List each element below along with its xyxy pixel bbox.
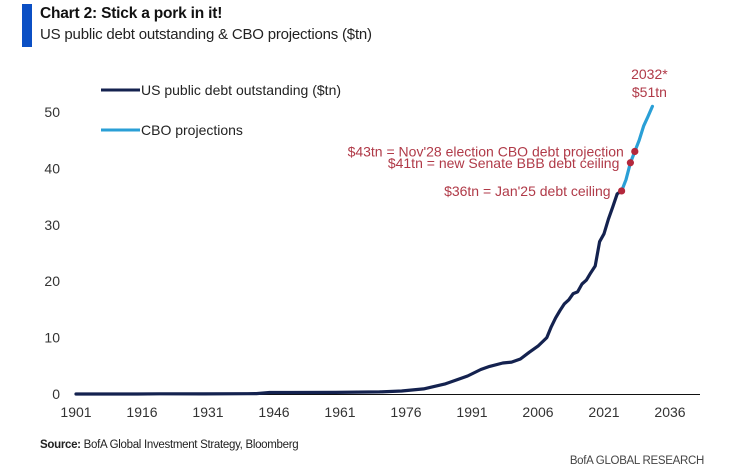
y-tick-label: 40 [44,160,60,176]
x-tick-label: 1991 [456,404,487,420]
annotations: $36tn = Jan'25 debt ceiling $41tn = new … [348,66,669,199]
source-text: BofA Global Investment Strategy, Bloombe… [83,439,299,451]
annotation-end-value: $51tn [632,84,667,100]
brand-footer: BofA GLOBAL RESEARCH [569,455,704,467]
x-tick-label: 2006 [522,404,553,420]
y-tick-label: 30 [44,217,60,233]
y-axis-ticks: 0 10 20 30 40 50 [44,104,60,402]
legend: US public debt outstanding ($tn) CBO pro… [101,82,341,138]
x-tick-label: 1916 [126,404,157,420]
y-tick-label: 50 [44,104,60,120]
x-tick-label: 1976 [390,404,421,420]
x-tick-label: 2036 [654,404,685,420]
series-line-us-public-debt [74,189,624,396]
y-tick-label: 10 [44,330,60,346]
annotation-end-year: 2032* [631,66,668,82]
series-line-cbo-projections [620,104,654,193]
x-tick-label: 1961 [324,404,355,420]
source-note: Source: BofA Global Investment Strategy,… [40,439,299,451]
legend-label-cbo: CBO projections [141,122,243,138]
y-tick-label: 0 [52,386,60,402]
source-label: Source: [40,439,81,451]
x-tick-label: 1946 [258,404,289,420]
x-tick-label: 1901 [60,404,91,420]
chart-title: Chart 2: Stick a pork in it! [40,5,223,22]
x-axis-ticks: 1901 1916 1931 1946 1961 1976 1991 2006 2021 2036 [60,404,685,420]
title-accent-bar [22,4,32,47]
annotation-senate-bbb-ceiling: $41tn = new Senate BBB debt ceiling [388,155,620,171]
legend-label-debt: US public debt outstanding ($tn) [141,82,341,98]
annotation-marker [626,159,635,167]
y-tick-label: 20 [44,273,60,289]
annotation-jan25-ceiling: $36tn = Jan'25 debt ceiling [444,183,611,199]
x-tick-label: 2021 [588,404,619,420]
annotation-markers [618,147,639,195]
annotation-marker [618,187,626,195]
chart-subtitle: US public debt outstanding & CBO project… [40,26,372,43]
annotation-nov28-projection: $43tn = Nov'28 election CBO debt project… [348,143,624,159]
annotation-marker [631,147,639,156]
x-tick-label: 1931 [192,404,223,420]
